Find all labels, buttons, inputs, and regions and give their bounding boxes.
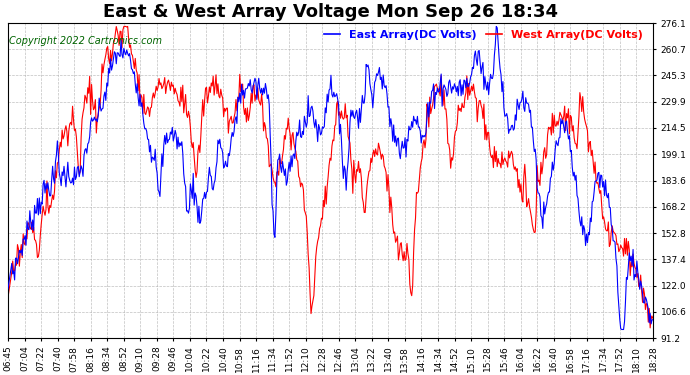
Legend: East Array(DC Volts), West Array(DC Volts): East Array(DC Volts), West Array(DC Volt… [319,26,647,44]
Title: East & West Array Voltage Mon Sep 26 18:34: East & West Array Voltage Mon Sep 26 18:… [103,3,558,21]
Text: Copyright 2022 Cartronics.com: Copyright 2022 Cartronics.com [9,36,162,46]
